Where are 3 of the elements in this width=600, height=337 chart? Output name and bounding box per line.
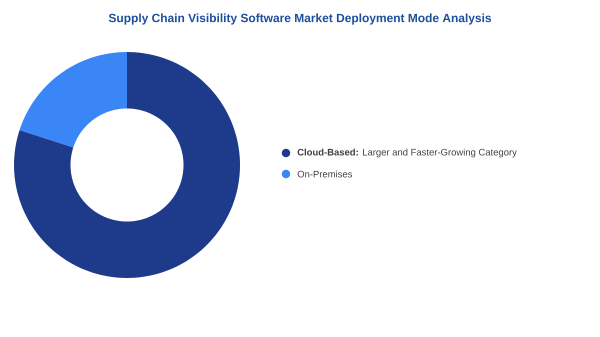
chart-title: Supply Chain Visibility Software Market Deployment Mode Analysis [108,13,492,25]
legend-label: Cloud-Based: Larger and Faster-Growing Category [298,148,517,158]
legend-label: On-Premises [298,170,352,178]
